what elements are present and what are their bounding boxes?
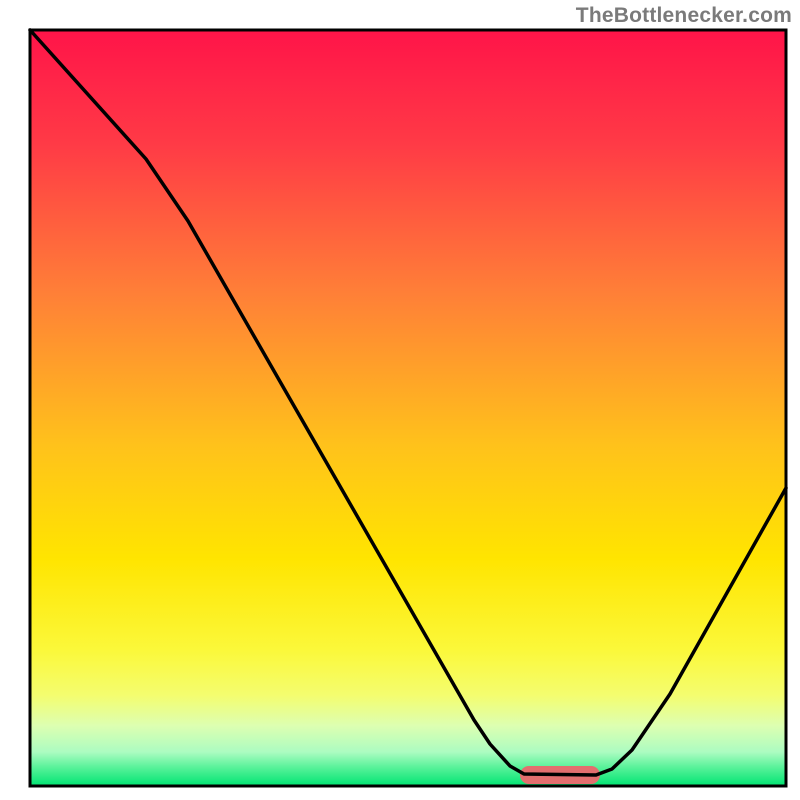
chart-container: TheBottlenecker.com (0, 0, 800, 800)
bottleneck-chart (0, 0, 800, 800)
gradient-background (30, 30, 786, 786)
watermark-text: TheBottlenecker.com (576, 4, 792, 28)
